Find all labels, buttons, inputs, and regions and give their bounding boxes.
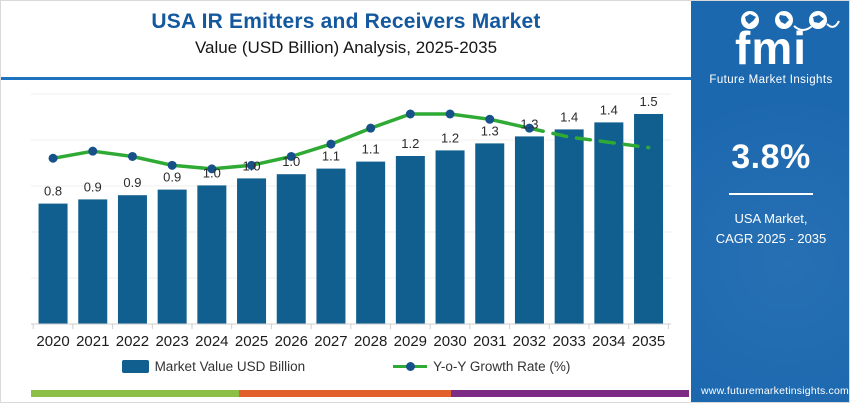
- chart-subtitle: Value (USD Billion) Analysis, 2025-2035: [194, 38, 498, 57]
- x-axis-label-2029: 2029: [394, 333, 427, 350]
- market-value-bar-2031: [475, 143, 505, 324]
- logo-swoosh-icon: [826, 20, 840, 28]
- line-dot-icon: [406, 362, 416, 371]
- x-axis-label-2023: 2023: [155, 333, 188, 350]
- bar-value-label-2033: 1.4: [560, 109, 578, 124]
- growth-rate-point-2028: [366, 123, 376, 133]
- logo-company-name: Future Market Insights: [709, 74, 833, 86]
- growth-rate-point-2025: [247, 160, 257, 170]
- cagr-divider: [729, 193, 813, 195]
- logo-globe-icons: [741, 11, 840, 31]
- market-value-bar-2024: [197, 185, 227, 324]
- market-value-bar-2023: [157, 189, 187, 324]
- bar-value-label-2027: 1.1: [322, 149, 340, 164]
- market-value-bar-2026: [276, 174, 306, 324]
- chart-legend: Market Value USD Billion Y-o-Y Growth Ra…: [1, 359, 691, 374]
- bar-value-label-2021: 0.9: [84, 179, 102, 194]
- market-value-bar-2030: [435, 150, 465, 324]
- bar-value-label-2024: 1.0: [203, 165, 221, 180]
- market-value-bar-2020: [38, 203, 68, 324]
- cagr-value: 3.8%: [731, 138, 811, 176]
- brand-sidebar: fmi Future Market Insights 3.8% USA Mark…: [691, 1, 849, 402]
- bar-value-label-2023: 0.9: [163, 170, 181, 185]
- strip-segment-purple: [451, 390, 689, 397]
- bar-value-label-2032: 1.3: [520, 116, 538, 131]
- growth-rate-point-2030: [445, 109, 455, 119]
- growth-rate-point-2022: [127, 151, 137, 161]
- growth-rate-line-dashed-forecast: [527, 126, 651, 150]
- logo-swoosh-icon: [793, 23, 815, 31]
- market-value-bar-2022: [117, 195, 147, 324]
- bar-value-label-2029: 1.2: [401, 136, 419, 151]
- bar-value-label-2035: 1.5: [640, 94, 658, 109]
- market-value-bar-2029: [395, 156, 425, 324]
- bar-value-label-2020: 0.8: [44, 184, 62, 199]
- market-value-bar-2028: [356, 161, 386, 324]
- market-value-combo-chart: 0.8 0.9 0.9 0.9 1.0 1.0 1.0 1.1 1.1 1.2 1.2 1.3 1.3 1…: [31, 93, 671, 350]
- x-axis-label-2034: 2034: [592, 333, 625, 350]
- bar-value-label-2030: 1.2: [441, 130, 459, 145]
- growth-rate-point-2026: [286, 151, 296, 161]
- x-axis-label-2026: 2026: [275, 333, 308, 350]
- bar-value-label-2022: 0.9: [123, 175, 141, 190]
- strip-segment-orange: [239, 390, 451, 397]
- cagr-caption-line2: CAGR 2025 - 2035: [715, 231, 827, 247]
- website-url[interactable]: www.futuremarketinsights.com: [701, 385, 849, 397]
- market-value-bar-2034: [594, 122, 624, 325]
- market-value-bar-2027: [316, 168, 346, 324]
- growth-rate-point-2029: [405, 109, 415, 119]
- market-value-bar-2033: [554, 129, 584, 324]
- market-value-bar-2032: [514, 136, 544, 324]
- growth-rate-point-2023: [167, 160, 177, 170]
- growth-rate-point-2021: [88, 146, 98, 156]
- fmi-logo: fmi Future Market Insights: [702, 9, 840, 86]
- chart-title: USA IR Emitters and Receivers Market: [151, 10, 541, 33]
- cagr-caption: USA Market, CAGR 2025 - 2035: [716, 209, 827, 249]
- x-axis-label-2030: 2030: [433, 333, 466, 350]
- logo-wordmark: fmi: [735, 22, 807, 74]
- x-axis-label-2025: 2025: [235, 333, 268, 350]
- x-axis-label-2032: 2032: [513, 333, 546, 350]
- x-axis-label-2033: 2033: [552, 333, 585, 350]
- x-axis-label-2027: 2027: [314, 333, 347, 350]
- growth-rate-point-2032: [524, 123, 534, 133]
- market-value-bar-2025: [237, 178, 267, 324]
- bar-value-label-2028: 1.1: [362, 142, 380, 157]
- bar-value-label-2025: 1.0: [243, 158, 261, 173]
- x-axis-label-2022: 2022: [116, 333, 149, 350]
- legend-label-growth-rate: Y-o-Y Growth Rate (%): [433, 359, 571, 374]
- legend-item-market-value: Market Value USD Billion: [121, 359, 306, 374]
- line-swatch-icon: [393, 362, 428, 371]
- growth-rate-point-2031: [485, 114, 495, 124]
- bar-value-label-2031: 1.3: [481, 123, 499, 138]
- growth-rate-point-2027: [326, 139, 336, 149]
- market-value-bar-2021: [78, 199, 108, 324]
- bar-value-label-2034: 1.4: [600, 102, 618, 117]
- header-divider: [1, 77, 691, 80]
- x-axis-label-2021: 2021: [76, 333, 109, 350]
- x-axis-label-2024: 2024: [195, 333, 228, 350]
- bar-value-label-2026: 1.0: [282, 154, 300, 169]
- x-axis-label-2028: 2028: [354, 333, 387, 350]
- x-axis-label-2031: 2031: [473, 333, 506, 350]
- bar-swatch-icon: [121, 360, 149, 373]
- strip-segment-green: [31, 390, 239, 397]
- chart-panel: USA IR Emitters and Receivers Market Val…: [1, 1, 691, 402]
- legend-item-growth-rate: Y-o-Y Growth Rate (%): [393, 359, 570, 374]
- x-axis-label-2020: 2020: [36, 333, 69, 350]
- footer-color-strip: [31, 390, 689, 397]
- growth-rate-point-2020: [48, 153, 58, 163]
- growth-rate-point-2024: [207, 164, 217, 174]
- legend-label-market-value: Market Value USD Billion: [154, 359, 306, 374]
- x-axis-label-2035: 2035: [632, 333, 665, 350]
- cagr-caption-line1: USA Market,: [734, 211, 808, 226]
